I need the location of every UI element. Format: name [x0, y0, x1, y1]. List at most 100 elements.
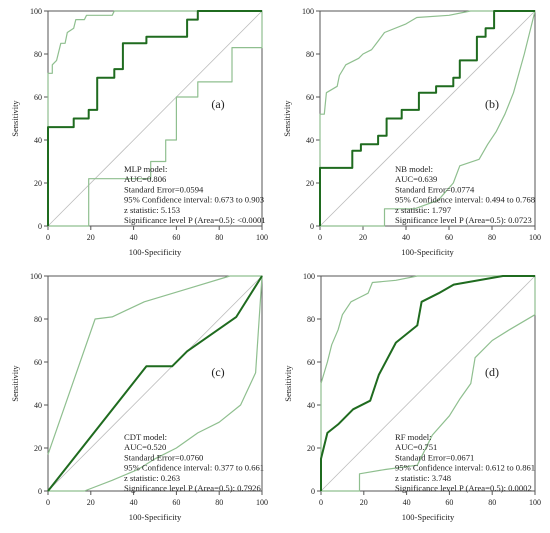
- stat-line: RF model:: [395, 432, 432, 442]
- roc-curve: [320, 275, 535, 491]
- ci-upper-bound: [47, 10, 262, 226]
- roc-panel-2: 0 20 40 60 80 100 0 20 40 60 80 100 100-Specificity S…: [282, 7, 541, 257]
- y-tick-label: 40: [34, 401, 42, 410]
- x-tick-label: 0: [46, 233, 50, 242]
- y-tick-label: 60: [34, 93, 42, 102]
- y-tick-label: 80: [34, 50, 42, 59]
- x-tick-label: 60: [445, 498, 453, 507]
- x-tick-label: 40: [130, 233, 138, 242]
- x-tick-label: 0: [318, 233, 322, 242]
- y-tick-label: 60: [307, 358, 315, 367]
- stat-line: 95% Confidence interval: 0.377 to 0.661: [124, 463, 264, 473]
- diagonal-reference-line: [47, 10, 263, 227]
- x-tick-label: 100: [529, 233, 541, 242]
- y-tick-label: 40: [307, 401, 315, 410]
- roc-curve: [47, 275, 263, 492]
- y-tick-label: 20: [307, 444, 315, 453]
- y-axis-title: Sensitivity: [10, 100, 20, 137]
- x-tick-label: 100: [529, 498, 541, 507]
- stat-line: AUC=0.639: [395, 174, 437, 184]
- x-tick-label: 80: [488, 233, 496, 242]
- stat-line: z statistic: 3.748: [395, 473, 451, 483]
- x-tick-label: 20: [87, 498, 95, 507]
- x-tick-label: 20: [87, 233, 95, 242]
- x-tick-label: 80: [215, 233, 223, 242]
- x-axis-title: 100-Specificity: [401, 247, 454, 257]
- y-tick-label: 60: [34, 358, 42, 367]
- y-tick-label: 100: [30, 7, 42, 16]
- roc-curve: [47, 10, 262, 226]
- stat-line: Standard Error=0.0760: [124, 452, 203, 462]
- x-tick-label: 20: [359, 233, 367, 242]
- stat-line: z statistic: 1.797: [395, 205, 452, 215]
- y-tick-label: 100: [302, 7, 314, 16]
- stat-line: Standard Error=0.0671: [395, 452, 474, 462]
- panel-tag: (b): [485, 97, 499, 111]
- y-tick-label: 0: [38, 222, 42, 231]
- stat-line: Standard Error=0.0594: [124, 184, 204, 194]
- x-tick-label: 0: [46, 498, 50, 507]
- stat-line: AUC=0.751: [395, 442, 437, 452]
- ci-lower-bound: [48, 275, 263, 492]
- y-axis-title: Sensitivity: [283, 365, 293, 402]
- y-tick-label: 100: [303, 272, 315, 281]
- ci-upper-bound: [47, 275, 262, 455]
- y-axis-title: Sensitivity: [10, 365, 20, 402]
- stat-line: 95% Confidence interval: 0.494 to 0.768: [395, 195, 535, 205]
- ci-upper-bound: [320, 275, 535, 491]
- y-axis-title: Sensitivity: [282, 100, 292, 137]
- stat-line: Significance level P (Area=0.5): 0.0723: [395, 215, 532, 225]
- y-tick-label: 40: [306, 136, 314, 145]
- x-tick-label: 80: [215, 498, 223, 507]
- plot-frame: [47, 275, 263, 492]
- x-axis-title: 100-Specificity: [402, 512, 455, 522]
- x-tick-label: 40: [403, 498, 411, 507]
- y-tick-label: 20: [306, 179, 314, 188]
- stat-line: z statistic: 5.153: [124, 205, 180, 215]
- diagonal-reference-line: [320, 275, 536, 492]
- y-tick-label: 100: [30, 272, 42, 281]
- stat-line: NB model:: [395, 164, 433, 174]
- x-tick-label: 60: [445, 233, 453, 242]
- panel-tag: (a): [211, 97, 224, 111]
- x-tick-label: 20: [360, 498, 368, 507]
- stat-line: CDT model:: [124, 432, 167, 442]
- diagonal-reference-line: [319, 10, 536, 227]
- y-tick-label: 0: [311, 487, 315, 496]
- y-tick-label: 80: [306, 50, 314, 59]
- x-tick-label: 60: [172, 233, 180, 242]
- stat-line: Significance level P (Area=0.5): <0.0001: [124, 215, 266, 225]
- roc-panel-3: 0 20 40 60 80 100 0 20 40 60 80 100 100-Specificity S…: [10, 272, 268, 522]
- ci-lower-bound: [320, 10, 536, 227]
- x-axis-title: 100-Specificity: [129, 512, 182, 522]
- stat-line: AUC=0.520: [124, 442, 166, 452]
- stat-line: Standard Error=0.0774: [395, 184, 475, 194]
- stat-line: z statistic: 0.263: [124, 473, 180, 483]
- stat-line: Significance level P (Area=0.5): 0.7926: [124, 483, 261, 493]
- roc-panel-1: 0 20 40 60 80 100 0 20 40 60 80 100 100-Specificity S…: [10, 7, 268, 257]
- panel-tag: (c): [211, 365, 224, 379]
- x-tick-label: 80: [488, 498, 496, 507]
- stat-line: AUC=0.806: [124, 174, 167, 184]
- y-tick-label: 0: [38, 487, 42, 496]
- ci-upper-bound: [319, 10, 535, 226]
- stat-line: MLP model:: [124, 164, 167, 174]
- x-axis-title: 100-Specificity: [129, 247, 182, 257]
- stat-line: 95% Confidence interval: 0.612 to 0.861: [395, 463, 535, 473]
- diagonal-reference-line: [47, 275, 263, 492]
- x-tick-label: 60: [172, 498, 180, 507]
- stat-line: Significance level P (Area=0.5): 0.0002: [395, 483, 532, 493]
- y-tick-label: 20: [34, 179, 42, 188]
- ci-lower-bound: [48, 11, 263, 227]
- y-tick-label: 80: [307, 315, 315, 324]
- y-tick-label: 40: [34, 136, 42, 145]
- x-tick-label: 0: [319, 498, 323, 507]
- roc-curve: [319, 10, 535, 226]
- x-tick-label: 40: [130, 498, 138, 507]
- y-tick-label: 0: [310, 222, 314, 231]
- panel-tag: (d): [485, 365, 499, 379]
- y-tick-label: 60: [306, 93, 314, 102]
- ci-lower-bound: [321, 276, 536, 492]
- x-tick-label: 40: [402, 233, 410, 242]
